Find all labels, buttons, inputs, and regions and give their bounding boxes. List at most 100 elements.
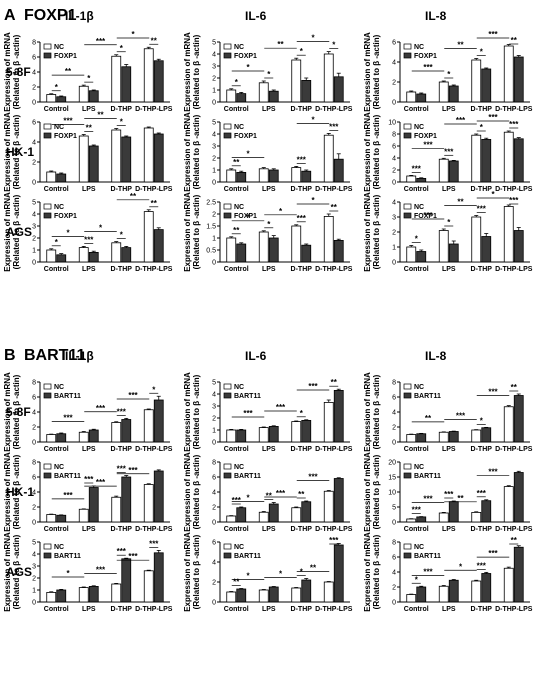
bar-treated (301, 419, 312, 443)
y-axis-label: Expression of mRNA (183, 372, 192, 452)
y-tick-label: 3 (32, 224, 36, 231)
sig-label: * (300, 568, 304, 577)
bar-treated (56, 589, 67, 603)
legend-swatch (223, 552, 232, 559)
bar-nc (258, 82, 269, 103)
bar-treated (268, 237, 279, 263)
sig-label: * (55, 238, 59, 247)
y-axis-label: (Related to β -actin) (12, 454, 21, 529)
group-sig-label: *** (128, 391, 138, 400)
y-axis-label: (Related to β -actin) (192, 374, 201, 449)
y-tick-label: 2 (392, 168, 396, 175)
bar-treated (153, 133, 164, 183)
cell-line-label: HK-1 (6, 145, 34, 159)
legend: NC FOXP1 (223, 123, 257, 140)
bar-nc (438, 585, 449, 603)
y-tick-label: 4 (212, 52, 216, 59)
legend-label: NC (414, 384, 424, 391)
bar-treated (301, 501, 312, 523)
y-axis-label: (Related to β -actin) (192, 194, 201, 269)
legend-label: FOXP1 (54, 213, 77, 220)
bar-treated (153, 399, 164, 443)
y-axis-label: (Related to β -actin) (372, 34, 381, 109)
group-sig-label: * (311, 196, 315, 205)
x-tick-label: D-THP-LPS (315, 186, 353, 193)
bar-nc (111, 242, 122, 263)
bar-treated (481, 573, 492, 603)
bar-treated (268, 90, 279, 103)
chart-B-HK-1-12: Expression of mRNA (Related to β -actin) 0… (3, 452, 173, 533)
legend-swatch (223, 212, 232, 219)
bar-treated (448, 160, 459, 183)
bar-nc (78, 85, 89, 103)
y-tick-label: 4 (392, 410, 396, 417)
bar-treated (416, 433, 427, 443)
bar-nc (258, 231, 269, 263)
legend: NC FOXP1 (223, 203, 257, 220)
y-tick-label: 20 (388, 460, 396, 467)
y-tick-label: 2 (212, 156, 216, 163)
legend-label: NC (234, 204, 244, 211)
y-tick-label: 15 (388, 475, 396, 482)
bar-nc (143, 570, 154, 603)
bar-treated (333, 389, 344, 443)
sig-label: * (447, 70, 451, 79)
group-sig-label: *** (488, 549, 498, 558)
y-tick-label: 0 (32, 440, 36, 447)
bar-treated (236, 171, 247, 183)
bar-treated (236, 243, 247, 263)
bar-nc (503, 131, 514, 183)
chart-A-HK-1-4: Expression of mRNA (Related to β -actin) 0… (183, 112, 353, 193)
y-tick-label: 0 (392, 260, 396, 267)
legend-swatch (43, 472, 52, 479)
y-tick-label: 0 (32, 600, 36, 607)
group-sig-label: *** (96, 478, 106, 487)
chart-A-5-8F-1: Expression of mRNA (Related to β -actin) 0… (183, 32, 353, 113)
legend-label: BART11 (414, 393, 441, 400)
legend-label: NC (54, 124, 64, 131)
y-axis-label: Expression of mRNA (363, 192, 372, 272)
legend: NC FOXP1 (43, 43, 77, 60)
sig-label: *** (477, 205, 487, 214)
x-tick-label: D-THP (291, 446, 313, 453)
x-tick-label: LPS (442, 106, 456, 113)
legend-label: NC (234, 544, 244, 551)
group-sig-label: * (246, 494, 250, 503)
y-tick-label: 0 (32, 100, 36, 107)
x-tick-label: D-THP (111, 186, 133, 193)
y-tick-label: 3 (392, 215, 396, 222)
legend-label: FOXP1 (234, 53, 257, 60)
y-tick-label: 2 (212, 416, 216, 423)
y-tick-label: 4 (392, 200, 396, 207)
y-axis-label: Expression of mRNA (3, 532, 12, 612)
x-tick-label: LPS (262, 606, 276, 613)
legend-label: NC (54, 44, 64, 51)
y-tick-label: 5 (212, 380, 216, 387)
bar-treated (481, 68, 492, 103)
group-sig-label: ** (130, 192, 137, 201)
legend-label: NC (414, 544, 424, 551)
legend-swatch (403, 552, 412, 559)
group-sig-label: *** (63, 414, 73, 423)
x-tick-label: LPS (442, 186, 456, 193)
group-sig-label: * (279, 207, 283, 216)
bar-treated (236, 93, 247, 103)
chart-B-5-8F-9: Expression of mRNA (Related to β -actin) 0… (3, 372, 173, 453)
x-tick-label: LPS (262, 186, 276, 193)
panel-title: BART11 (24, 347, 85, 364)
bar-treated (236, 507, 247, 523)
bar-nc (471, 216, 482, 263)
sig-label: ** (151, 36, 158, 45)
y-tick-label: 3 (212, 144, 216, 151)
group-sig-label: *** (243, 409, 253, 418)
legend-swatch (223, 472, 232, 479)
y-tick-label: 8 (32, 460, 36, 467)
x-tick-label: LPS (442, 606, 456, 613)
y-axis-label: (Related to β -actin) (192, 34, 201, 109)
legend: NC FOXP1 (223, 43, 257, 60)
bar-nc (226, 515, 237, 523)
x-tick-label: D-THP-LPS (495, 106, 533, 113)
bar-nc (46, 94, 57, 103)
legend: NC BART11 (223, 463, 261, 480)
